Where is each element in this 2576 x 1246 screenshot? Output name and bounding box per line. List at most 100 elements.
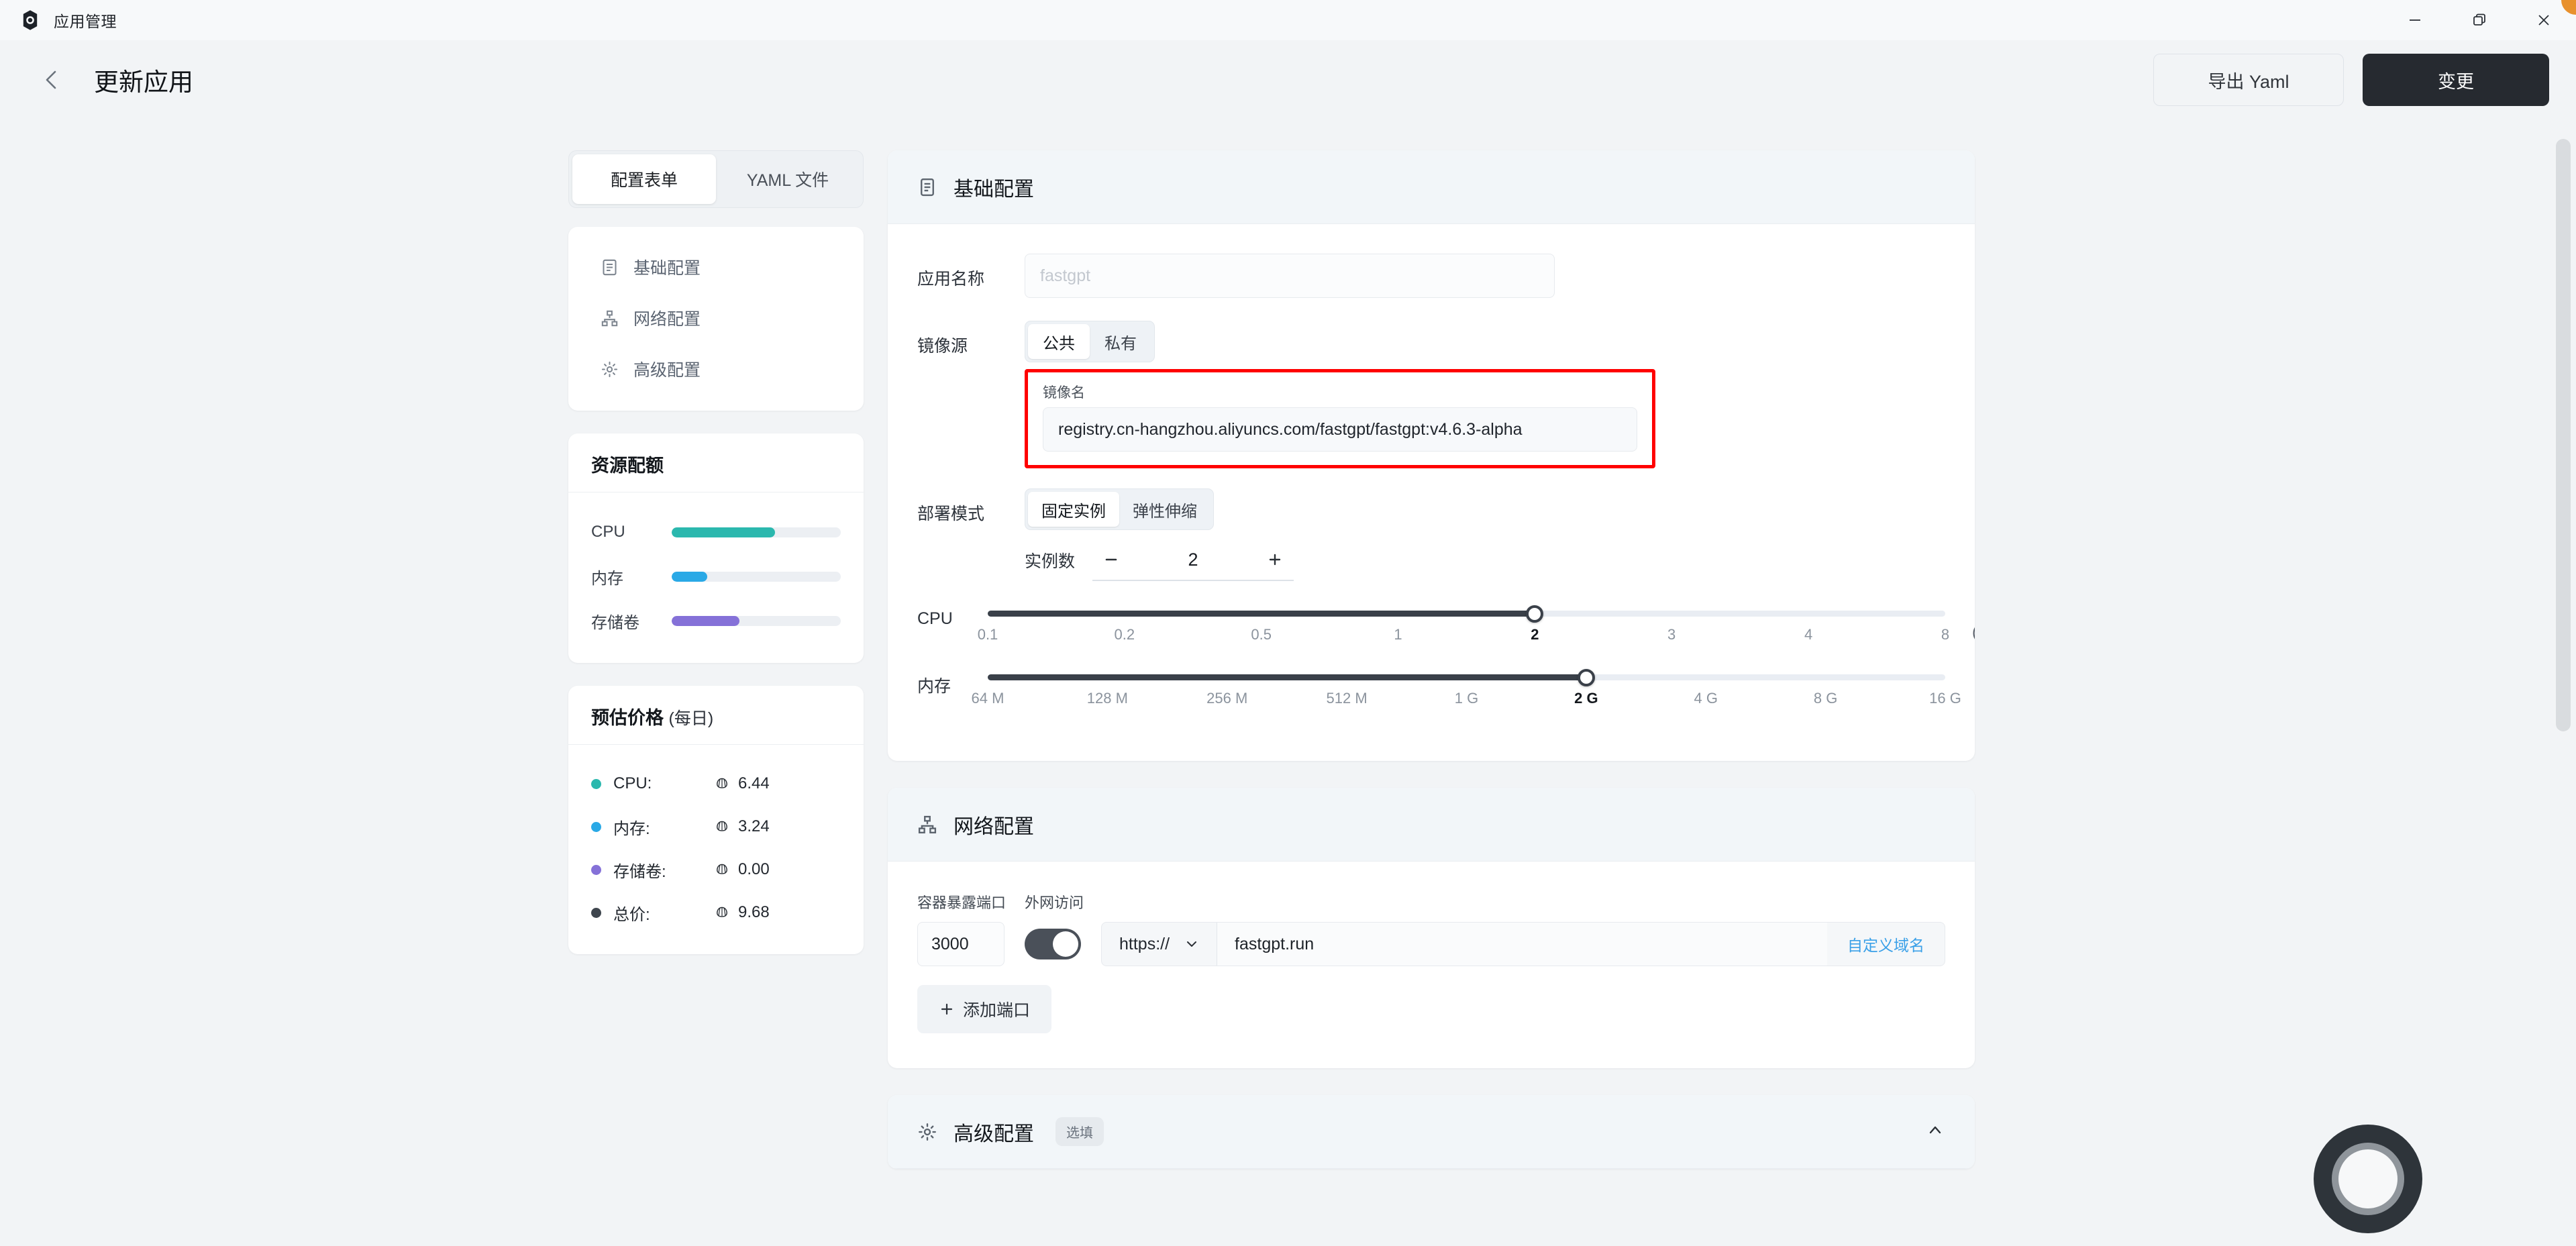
image-source-private[interactable]: 私有	[1104, 334, 1137, 353]
quota-track	[672, 615, 841, 626]
deploy-mode-elastic[interactable]: 弹性伸缩	[1133, 502, 1197, 521]
chevron-left-icon	[46, 70, 56, 89]
estimated-price-panel: 预估价格 (每日) CPU: 6.44	[568, 686, 864, 954]
quota-fill	[672, 571, 707, 582]
page-header: 更新应用 导出 Yaml 变更	[0, 40, 2576, 119]
memory-slider-knob[interactable]	[1577, 668, 1595, 686]
chevron-up-icon	[1929, 1126, 1941, 1134]
cpu-tick: 4	[1804, 626, 1813, 643]
memory-tick: 128 M	[1086, 690, 1128, 707]
add-port-label: 添加端口	[962, 1001, 1030, 1020]
image-name-input[interactable]: registry.cn-hangzhou.aliyuncs.com/fastgp…	[1043, 407, 1637, 452]
page-title: 更新应用	[94, 68, 193, 96]
collapse-toggle[interactable]	[1925, 1120, 1945, 1143]
image-source-public[interactable]: 公共	[1028, 324, 1090, 359]
quota-label: 存储卷	[591, 613, 639, 632]
app-name-label: 应用名称	[917, 270, 985, 289]
price-value: 6.44	[738, 774, 770, 792]
image-source-label: 镜像源	[917, 337, 968, 356]
close-button[interactable]	[2512, 0, 2576, 40]
quota-label: CPU	[591, 523, 625, 541]
cpu-slider-knob[interactable]	[1526, 605, 1544, 623]
restore-button[interactable]	[2447, 0, 2512, 40]
app-name-input[interactable]: fastgpt	[1025, 254, 1555, 298]
tab-yaml-file[interactable]: YAML 文件	[746, 171, 829, 190]
quota-row: CPU	[591, 510, 841, 554]
network-field-labels: 容器暴露端口 外网访问	[917, 891, 1945, 913]
minus-icon	[1105, 558, 1117, 561]
left-sidebar: 配置表单 YAML 文件 基础配置	[568, 119, 864, 1246]
page-scrollbar[interactable]	[2556, 119, 2571, 1246]
cpu-tick: 0.2	[1114, 626, 1135, 643]
shell-coin-icon	[717, 821, 727, 831]
price-label: 内存:	[613, 819, 650, 838]
port-label: 容器暴露端口	[917, 894, 1007, 911]
deploy-mode-row: 部署模式 固定实例 弹性伸缩	[917, 488, 1945, 530]
memory-slider-track[interactable]	[988, 668, 1945, 686]
window-titlebar: 应用管理	[0, 0, 2576, 40]
memory-tick: 16 G	[1929, 690, 1961, 707]
price-value: 9.68	[738, 903, 770, 921]
cpu-slider-label: CPU	[917, 609, 953, 628]
scrollbar-thumb[interactable]	[2556, 139, 2571, 731]
instances-increment-button[interactable]	[1256, 550, 1294, 569]
form-mode-tabs: 配置表单 YAML 文件	[568, 150, 864, 208]
section-title: 高级配置	[954, 1123, 1034, 1145]
section-title: 网络配置	[954, 815, 1034, 838]
quota-row: 存储卷	[591, 599, 841, 643]
minimize-button[interactable]	[2383, 0, 2447, 40]
quota-track	[672, 527, 841, 537]
cpu-slider-track[interactable]	[988, 605, 1945, 623]
app-title: 应用管理	[54, 13, 117, 30]
shell-coin-icon	[717, 778, 727, 788]
deploy-mode-fixed[interactable]: 固定实例	[1028, 492, 1119, 527]
advanced-config-section: 高级配置 选填	[888, 1095, 1975, 1169]
deploy-mode-toggle: 固定实例 弹性伸缩	[1025, 488, 1214, 530]
public-access-toggle[interactable]	[1025, 929, 1081, 959]
shell-coin-icon	[717, 906, 727, 917]
legend-dot	[591, 821, 601, 832]
toggle-knob	[1053, 931, 1078, 957]
memory-tick: 8 G	[1813, 690, 1838, 707]
sidebar-item-label: 网络配置	[633, 310, 701, 329]
cursor-ring-indicator	[2314, 1125, 2422, 1233]
protocol-value: https://	[1119, 934, 1170, 953]
price-row: 存储卷: 0.00	[591, 848, 841, 891]
chevron-down-icon	[1187, 941, 1197, 947]
memory-tick: 256 M	[1206, 690, 1248, 707]
port-input[interactable]: 3000	[917, 922, 1004, 966]
network-field-row: 3000 https:// fastgpt.run	[917, 922, 1945, 966]
memory-slider-label: 内存	[917, 677, 951, 696]
apply-change-button[interactable]: 变更	[2363, 54, 2549, 106]
instances-value[interactable]: 2	[1188, 549, 1198, 570]
minimize-icon	[2410, 19, 2420, 21]
app-name-row: 应用名称 fastgpt	[917, 254, 1945, 298]
tab-config-form[interactable]: 配置表单	[572, 154, 716, 204]
protocol-select[interactable]: https://	[1102, 923, 1218, 966]
network-config-header: 网络配置	[888, 788, 1975, 862]
advanced-config-header[interactable]: 高级配置 选填	[888, 1095, 1975, 1169]
close-icon	[2538, 15, 2549, 25]
page-body: 配置表单 YAML 文件 基础配置	[0, 119, 2576, 1246]
export-yaml-button[interactable]: 导出 Yaml	[2153, 54, 2344, 106]
instances-decrement-button[interactable]	[1092, 550, 1130, 569]
legend-dot	[591, 864, 601, 875]
sidebar-item-basic[interactable]: 基础配置	[568, 242, 864, 293]
sidebar-item-network[interactable]: 网络配置	[568, 293, 864, 344]
sidebar-nav: 基础配置 网络配置 高级配置	[568, 227, 864, 411]
gear-icon	[919, 1123, 936, 1141]
sidebar-item-advanced[interactable]: 高级配置	[568, 344, 864, 395]
price-title-period: (每日)	[668, 709, 714, 728]
main-content: 基础配置 应用名称 fastgpt 镜像源 公共 私有	[888, 119, 1975, 1246]
cpu-slider-fill	[988, 611, 1535, 617]
quota-title: 资源配额	[568, 433, 864, 492]
image-source-toggle: 公共 私有	[1025, 321, 1155, 362]
back-button[interactable]	[38, 66, 66, 94]
domain-input[interactable]: fastgpt.run	[1217, 923, 1827, 966]
sidebar-item-label: 高级配置	[633, 361, 701, 380]
quota-fill	[672, 615, 739, 626]
network-icon	[918, 815, 937, 833]
add-port-button[interactable]: 添加端口	[917, 985, 1051, 1033]
deploy-mode-label: 部署模式	[917, 505, 985, 523]
custom-domain-link[interactable]: 自定义域名	[1847, 937, 1924, 954]
